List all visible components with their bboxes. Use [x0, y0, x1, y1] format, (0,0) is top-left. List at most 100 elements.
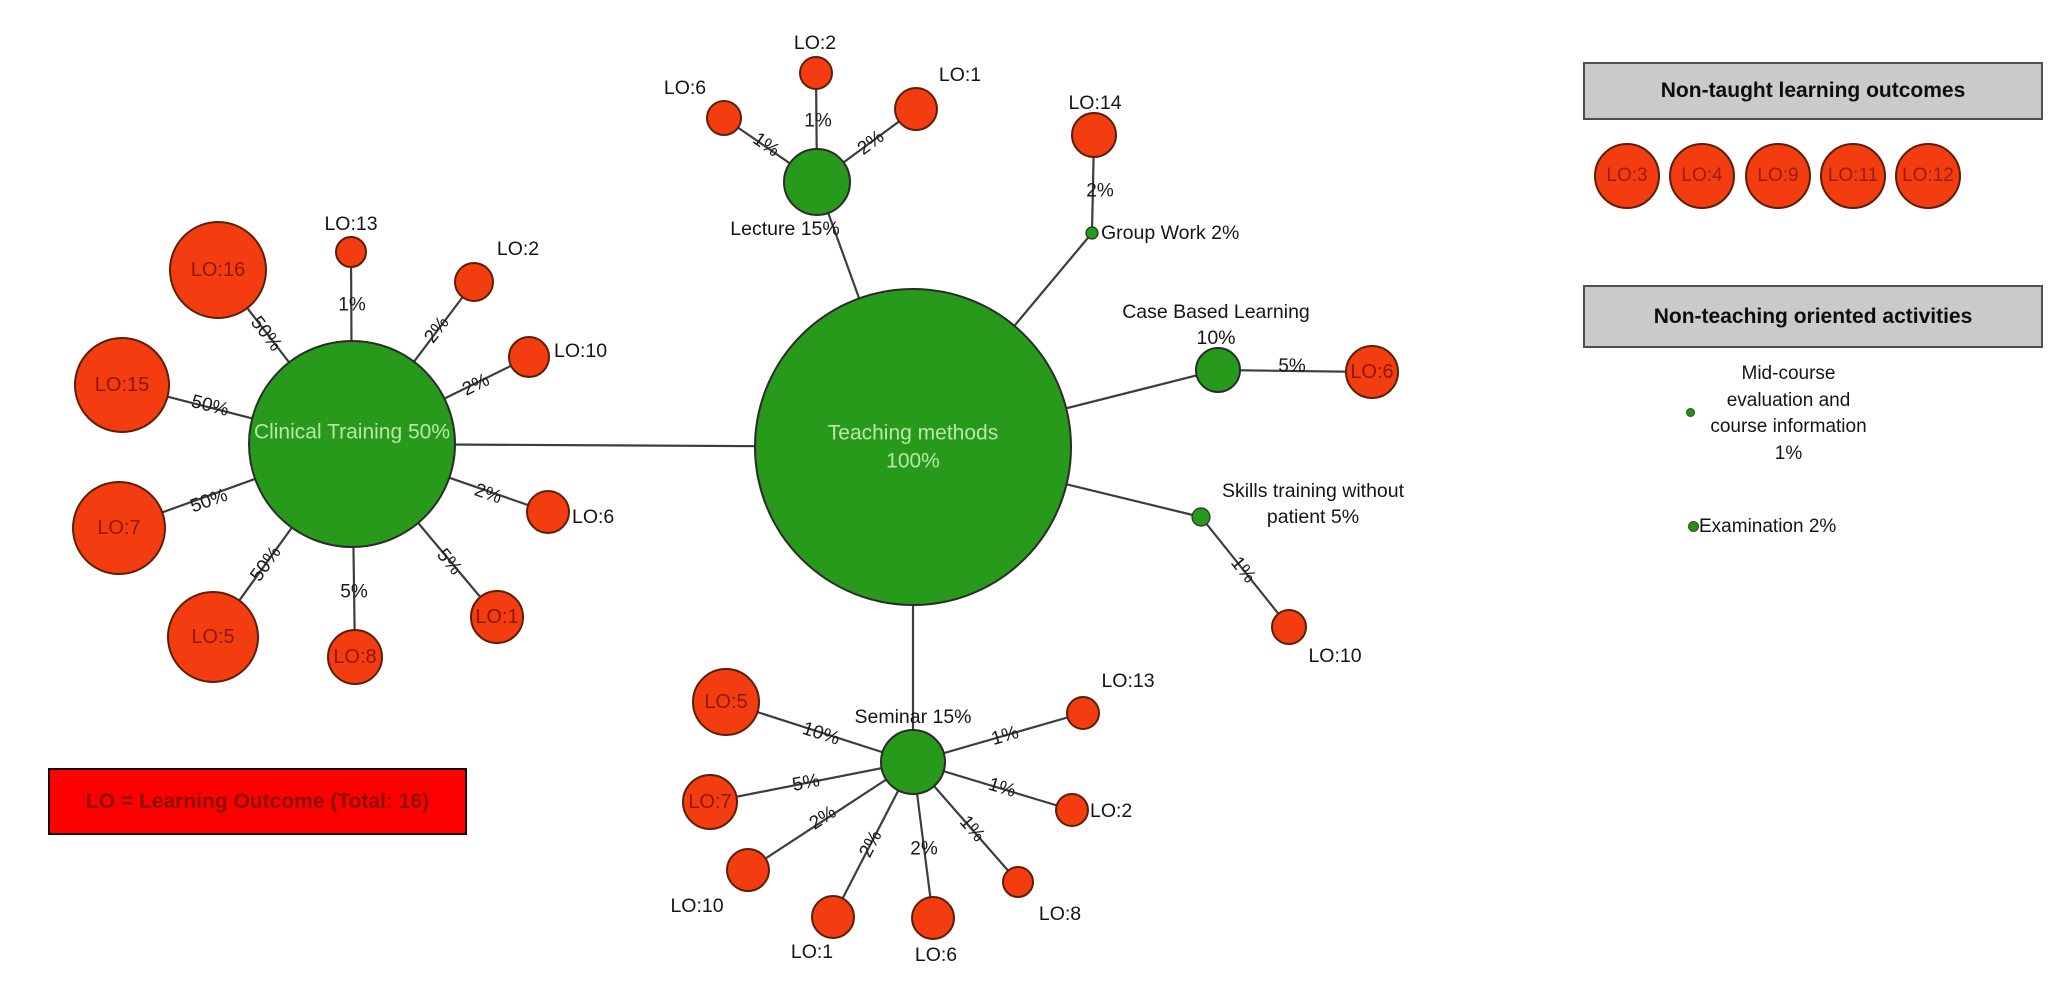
- edge-label-clinical-training-cl-lo10: 2%: [459, 369, 493, 400]
- node-cl-lo6: [526, 490, 570, 534]
- node-sem-lo8: [1002, 866, 1034, 898]
- edge-label-case-based-learning-cbl-lo6: 5%: [1278, 355, 1306, 376]
- node-cl-lo7: [72, 481, 166, 575]
- edge-label-clinical-training-cl-lo13: 1%: [338, 295, 366, 316]
- mid-course-line-2: evaluation and: [1726, 389, 1851, 411]
- edge-label-lo14-group-work: 2%: [1086, 181, 1114, 202]
- label-cbl-lo6: LO:6: [1350, 361, 1393, 383]
- edge-label-lecture-lec-lo1: 2%: [854, 126, 889, 159]
- node-lec-lo6: [706, 100, 742, 136]
- label-sem-lo13: LO:13: [1101, 670, 1154, 692]
- non-taught-legend-box: Non-taught learning outcomes: [1583, 62, 2043, 120]
- node-sem-lo5: [692, 668, 760, 736]
- node-cl-lo5: [167, 591, 259, 683]
- label-lec-lo1: LO:1: [939, 64, 981, 86]
- label-lec-lo6: LO:6: [664, 77, 706, 99]
- label-sem-lo10: LO:10: [670, 895, 723, 917]
- legend-circle-lo9: LO:9: [1745, 143, 1811, 209]
- label-group-work: Group Work 2%: [1101, 222, 1239, 244]
- label-clinical-training: Clinical Training 50%: [254, 421, 450, 444]
- mid-course-bullet-dot-icon: [1686, 408, 1695, 417]
- label-sem-lo8: LO:8: [1039, 903, 1081, 925]
- label-sk-lo10: LO:10: [1308, 645, 1361, 667]
- node-teaching-methods: [754, 288, 1072, 606]
- label-sem-lo1: LO:1: [791, 941, 833, 963]
- label-sem-lo2: LO:2: [1090, 800, 1132, 822]
- edge-label-clinical-training-cl-lo2: 2%: [420, 313, 453, 348]
- node-cl-lo16: [169, 221, 267, 319]
- examination-item: Examination 2%: [1699, 516, 1837, 537]
- label-seminar: Seminar 15%: [854, 706, 971, 728]
- label-lec-lo2: LO:2: [794, 32, 836, 54]
- label-teaching-methods-line1: Teaching methods: [828, 422, 998, 445]
- mid-course-line-3: course information: [1710, 416, 1867, 437]
- legend-circle-lo12: LO:12: [1895, 143, 1961, 209]
- node-sem-lo13: [1066, 696, 1100, 730]
- edge-label-lecture-lec-lo2: 1%: [804, 111, 832, 132]
- node-sem-lo10: [726, 848, 770, 892]
- label-lecture: Lecture 15%: [730, 218, 840, 240]
- examination-bullet-dot-icon: [1688, 521, 1699, 532]
- label-skills-training-line1: Skills training without: [1222, 480, 1405, 502]
- non-taught-legend-title: Non-taught learning outcomes: [1660, 79, 1966, 102]
- lo-abbreviation-note-text: LO = Learning Outcome (Total: 16): [85, 789, 430, 813]
- edge-label-seminar-sem-lo7: 5%: [791, 770, 822, 796]
- node-cl-lo13: [335, 236, 367, 268]
- mid-course-line-1: Mid-course: [1741, 363, 1836, 384]
- lo-abbreviation-note-box: LO = Learning Outcome (Total: 16): [48, 768, 467, 835]
- label-cl-lo5: LO:5: [191, 626, 234, 648]
- non-teaching-legend-box: Non-teaching oriented activities: [1583, 285, 2043, 348]
- label-cl-lo6: LO:6: [572, 506, 614, 528]
- edge-label-clinical-training-cl-lo8: 5%: [340, 582, 368, 603]
- node-case-based-learning: [1195, 347, 1241, 393]
- edge-label-skills-training-sk-lo10: 1%: [1226, 553, 1260, 588]
- label-cl-lo2: LO:2: [497, 238, 539, 260]
- label-cl-lo8: LO:8: [333, 646, 376, 668]
- node-cl-lo2: [454, 262, 494, 302]
- edge-skills-training-sk-lo10: [1200, 516, 1290, 628]
- node-lec-lo1: [894, 87, 938, 131]
- node-sem-lo6: [911, 896, 955, 940]
- node-cl-lo1: [470, 590, 524, 644]
- node-lo14: [1071, 112, 1117, 158]
- node-sem-lo1: [811, 895, 855, 939]
- edge-label-seminar-sem-lo1: 2%: [855, 827, 886, 861]
- node-group-work: [1085, 226, 1099, 240]
- label-cl-lo16: LO:16: [191, 259, 245, 281]
- node-cbl-lo6: [1345, 345, 1399, 399]
- label-cl-lo10: LO:10: [554, 340, 607, 362]
- edge-seminar-sem-lo7: [709, 760, 914, 804]
- node-cl-lo10: [508, 336, 550, 378]
- label-cl-lo13: LO:13: [324, 213, 377, 235]
- node-clinical-training: [248, 340, 456, 548]
- label-case-based-learning-line2: 10%: [1196, 327, 1235, 349]
- mid-course-evaluation-item: Mid-course evaluation and course informa…: [1650, 361, 1927, 467]
- node-cl-lo8: [327, 629, 383, 685]
- mid-course-line-4: 1%: [1774, 442, 1803, 464]
- node-sk-lo10: [1271, 609, 1307, 645]
- label-teaching-methods-line2: 100%: [886, 450, 940, 473]
- node-skills-training: [1191, 507, 1211, 527]
- node-cl-lo15: [74, 337, 170, 433]
- label-sem-lo5: LO:5: [704, 691, 747, 713]
- edge-label-seminar-sem-lo2: 1%: [986, 774, 1018, 802]
- label-lo14: LO:14: [1068, 92, 1121, 114]
- edge-label-clinical-training-cl-lo15: 50%: [189, 391, 231, 421]
- edge-label-seminar-sem-lo13: 1%: [989, 722, 1021, 750]
- node-sem-lo2: [1055, 793, 1089, 827]
- node-lec-lo2: [799, 56, 833, 90]
- label-cl-lo1: LO:1: [475, 606, 518, 628]
- label-sem-lo7: LO:7: [688, 791, 731, 813]
- label-cl-lo15: LO:15: [95, 374, 149, 396]
- label-sem-lo6: LO:6: [915, 944, 957, 966]
- edge-label-seminar-sem-lo5: 10%: [800, 718, 843, 750]
- node-sem-lo7: [682, 774, 738, 830]
- label-case-based-learning-line1: Case Based Learning: [1122, 301, 1310, 323]
- legend-circle-lo3: LO:3: [1594, 143, 1660, 209]
- legend-circle-lo11: LO:11: [1820, 143, 1886, 209]
- edge-label-clinical-training-cl-lo6: 2%: [472, 480, 505, 509]
- edge-label-seminar-sem-lo6: 2%: [910, 839, 938, 860]
- label-cl-lo7: LO:7: [97, 517, 140, 539]
